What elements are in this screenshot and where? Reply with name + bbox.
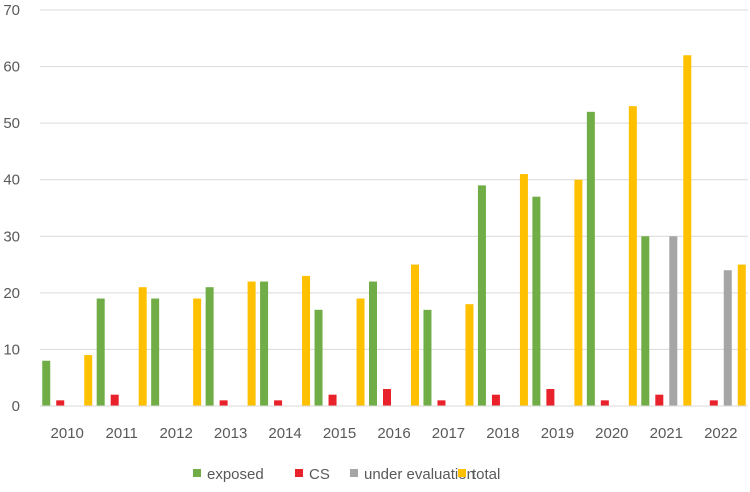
bar-cs-2010 bbox=[56, 400, 65, 406]
bar-total-2020 bbox=[628, 106, 637, 407]
bar-under-evaluation-2022 bbox=[723, 270, 732, 406]
legend-swatch-total bbox=[458, 469, 466, 477]
x-tick-label: 2012 bbox=[159, 425, 192, 442]
x-tick-label: 2014 bbox=[268, 425, 301, 442]
bar-total-2010 bbox=[84, 355, 93, 406]
legend-label: CS bbox=[309, 466, 330, 483]
y-tick-label: 20 bbox=[3, 285, 20, 302]
bar-exposed-2021 bbox=[641, 236, 650, 406]
bar-exposed-2014 bbox=[260, 281, 269, 406]
x-tick-label: 2010 bbox=[51, 425, 84, 442]
bar-total-2014 bbox=[302, 275, 311, 406]
x-tick-label: 2020 bbox=[595, 425, 628, 442]
bar-total-2019 bbox=[574, 179, 583, 406]
y-tick-label: 70 bbox=[3, 2, 20, 19]
bar-cs-2022 bbox=[709, 400, 718, 406]
bar-total-2016 bbox=[411, 264, 419, 406]
legend-swatch-cs bbox=[295, 469, 303, 477]
bar-cs-2021 bbox=[655, 394, 664, 406]
bar-under-evaluation-2021 bbox=[669, 236, 678, 406]
y-tick-label: 0 bbox=[12, 398, 20, 415]
x-axis-tick-labels: 2010 2011 2012 2013 2014 2015 2016 2017 2018 2019… bbox=[51, 425, 738, 442]
bar-cs-2020 bbox=[600, 400, 609, 406]
legend-label: total bbox=[472, 466, 500, 483]
bar-exposed-2012 bbox=[151, 298, 160, 406]
y-tick-label: 40 bbox=[3, 172, 20, 189]
bar-total-2013 bbox=[247, 281, 256, 406]
bar-exposed-2018 bbox=[477, 185, 486, 406]
x-tick-label: 2021 bbox=[650, 425, 683, 442]
bar-cs-2017 bbox=[437, 400, 446, 406]
bar-cs-2011 bbox=[110, 394, 119, 406]
bar-total-2015 bbox=[356, 298, 365, 406]
bar-cs-2014 bbox=[274, 400, 283, 406]
y-tick-label: 10 bbox=[3, 341, 20, 358]
bar-total-2011 bbox=[138, 287, 147, 406]
y-tick-label: 60 bbox=[3, 59, 20, 76]
bar-exposed-2020 bbox=[586, 111, 595, 406]
x-tick-label: 2011 bbox=[106, 425, 138, 442]
bar-total-2012 bbox=[193, 298, 202, 406]
x-tick-label: 2017 bbox=[432, 425, 465, 442]
x-tick-label: 2018 bbox=[486, 425, 519, 442]
bar-cs-2013 bbox=[219, 400, 228, 406]
bar-cs-2018 bbox=[491, 394, 500, 406]
bar-total-2021 bbox=[683, 55, 692, 406]
y-tick-label: 30 bbox=[3, 228, 20, 245]
bar-exposed-2015 bbox=[314, 309, 323, 406]
bar-exposed-2010 bbox=[42, 360, 51, 406]
bar-total-2017 bbox=[465, 304, 474, 406]
bar-exposed-2013 bbox=[205, 287, 214, 406]
y-axis-tick-labels: 0 10 20 30 40 50 60 70 bbox=[3, 2, 20, 415]
bar-exposed-2016 bbox=[369, 281, 377, 406]
x-tick-label: 2013 bbox=[214, 425, 247, 442]
bar-exposed-2011 bbox=[96, 298, 105, 406]
bars bbox=[42, 55, 746, 407]
x-tick-label: 2022 bbox=[704, 425, 737, 442]
x-tick-label: 2019 bbox=[541, 425, 574, 442]
bar-cs-2016 bbox=[383, 389, 391, 406]
bar-exposed-2019 bbox=[532, 196, 541, 406]
legend-swatch-exposed bbox=[193, 469, 201, 477]
x-tick-label: 2016 bbox=[377, 425, 410, 442]
x-tick-label: 2015 bbox=[323, 425, 356, 442]
gridlines bbox=[40, 9, 748, 350]
y-tick-label: 50 bbox=[3, 115, 20, 132]
bar-total-2022 bbox=[737, 264, 746, 406]
bar-cs-2019 bbox=[546, 389, 555, 406]
bar-exposed-2017 bbox=[423, 309, 432, 406]
bar-total-2018 bbox=[519, 174, 528, 406]
bar-cs-2015 bbox=[328, 394, 337, 406]
legend-label: under evaluation bbox=[364, 466, 475, 483]
legend-swatch-under-evaluation bbox=[350, 469, 358, 477]
legend-label: exposed bbox=[207, 466, 264, 483]
